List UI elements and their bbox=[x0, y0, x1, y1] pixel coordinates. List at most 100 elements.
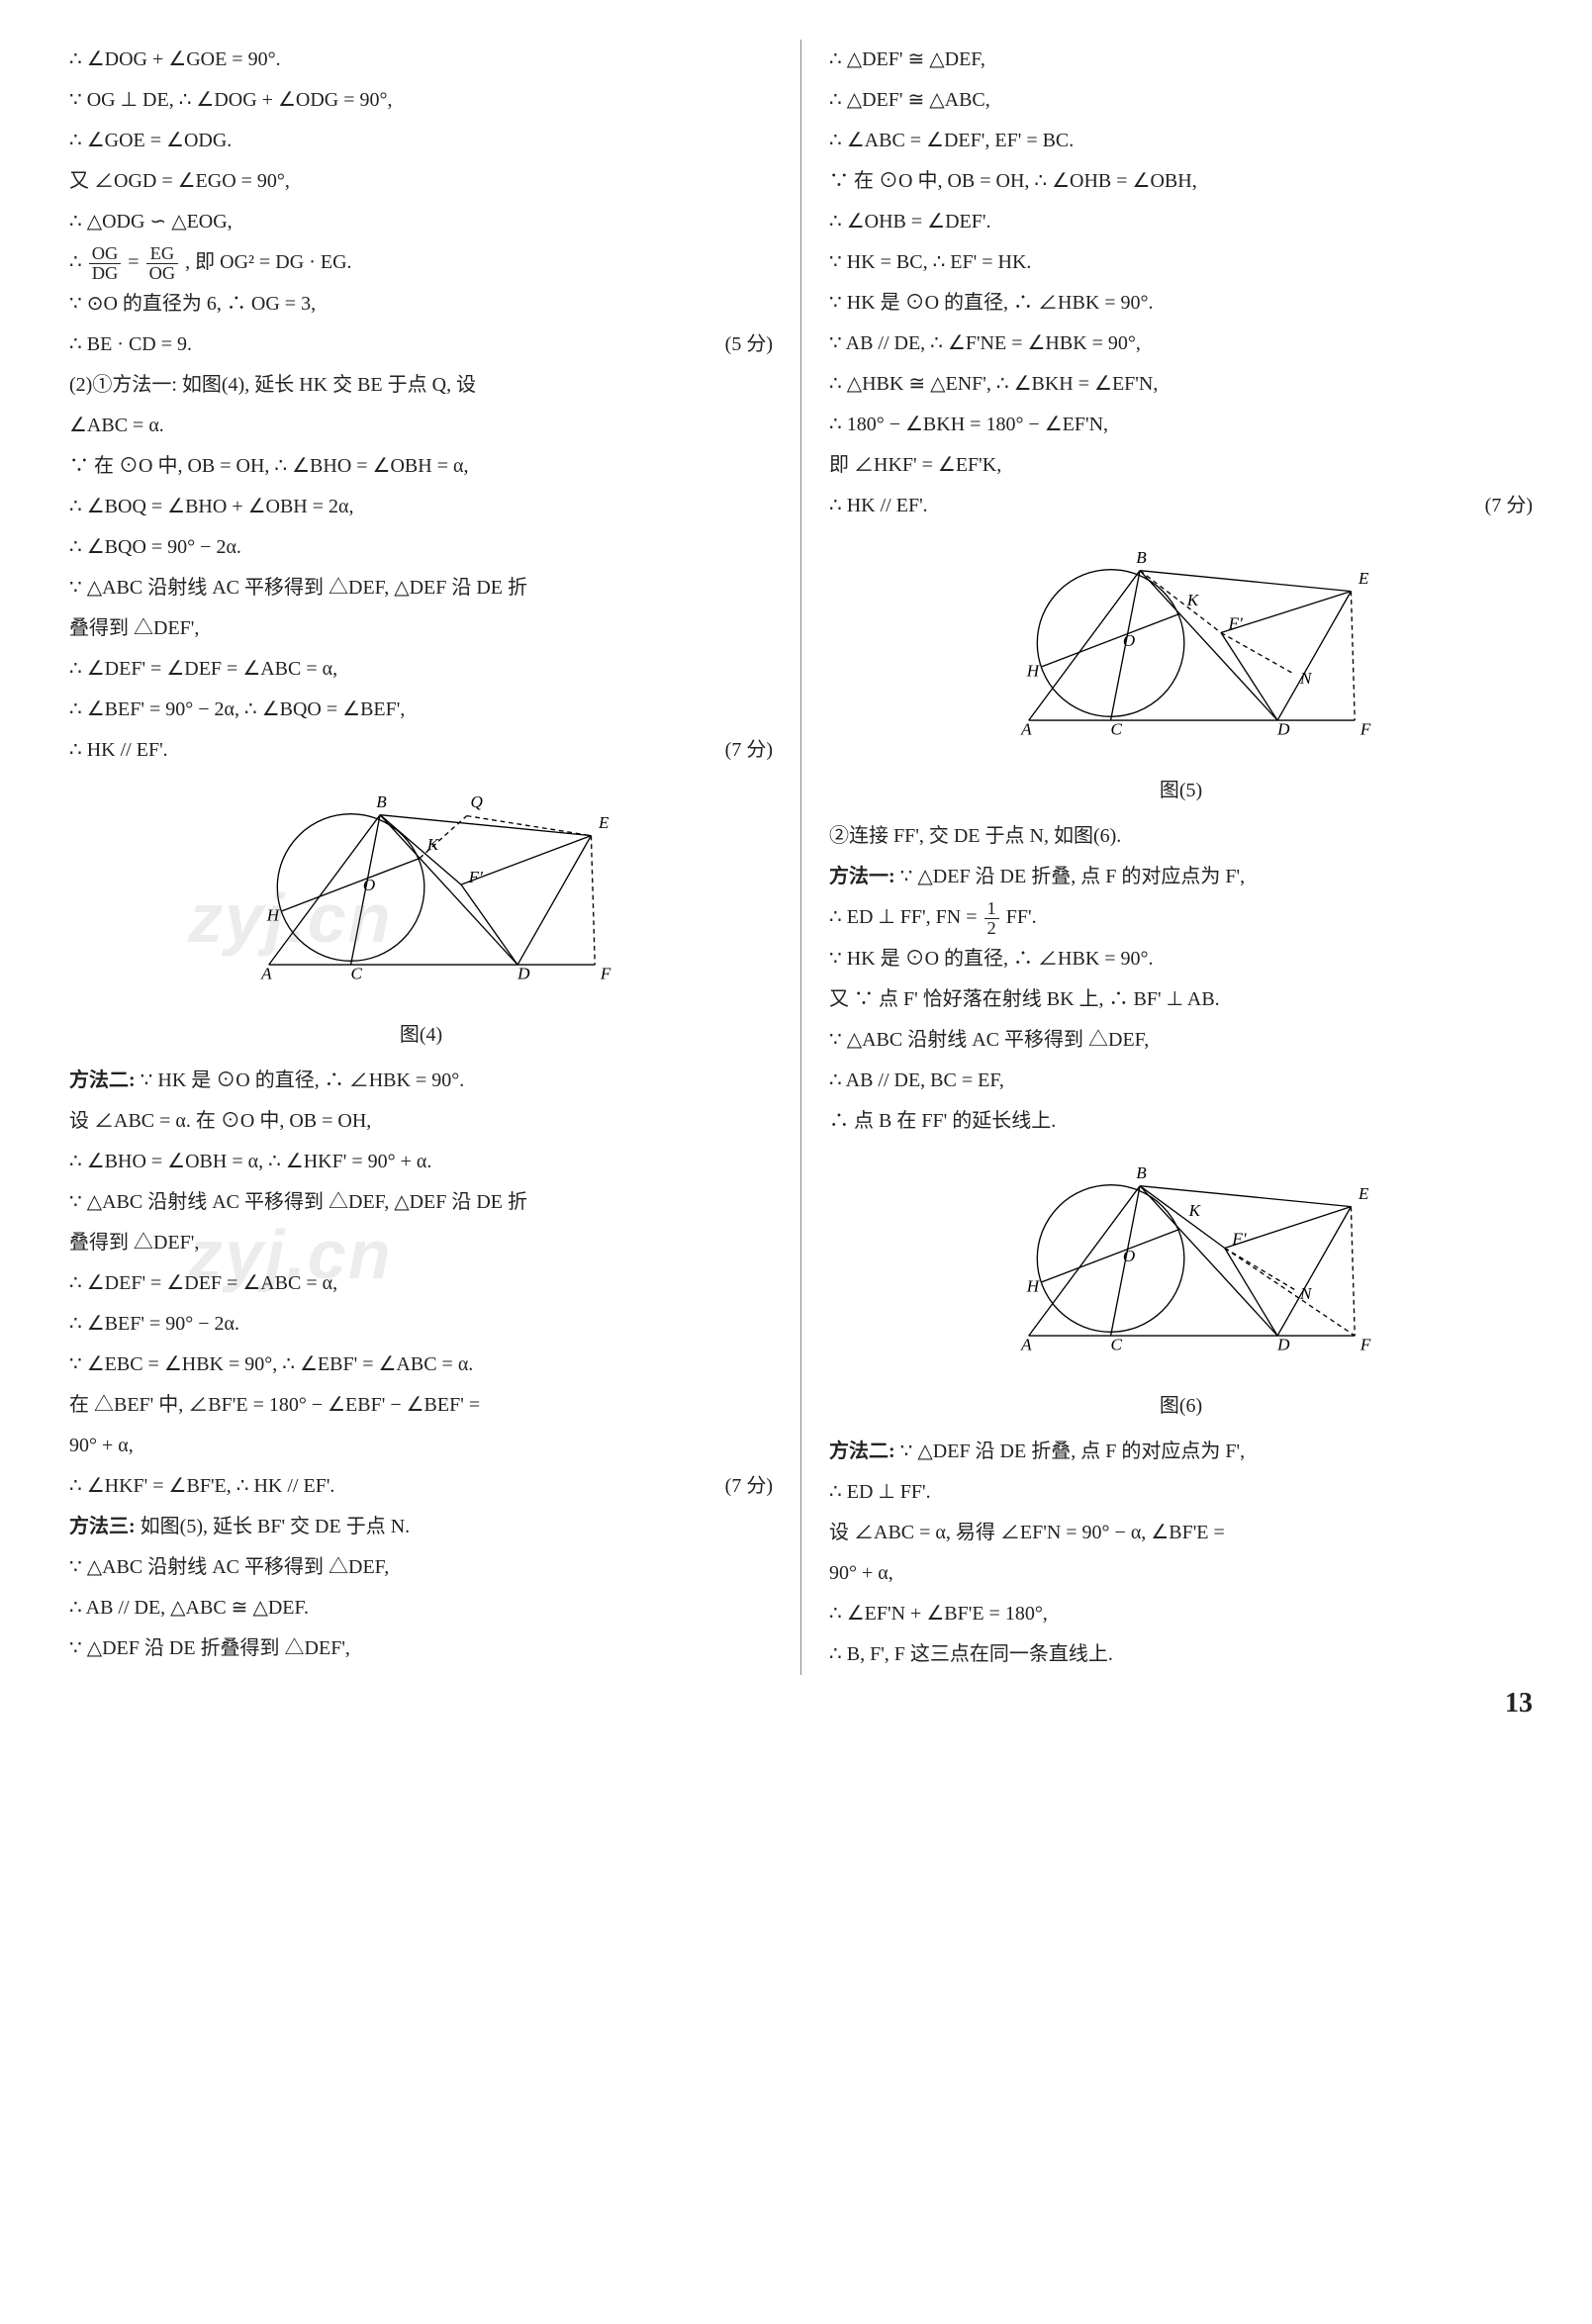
text-line: ∵ ∠EBC = ∠HBK = 90°, ∴ ∠EBF' = ∠ABC = α. bbox=[69, 1345, 773, 1385]
text-block: 方法二: ∵ HK 是 ⊙O 的直径, ∴ ∠HBK = 90°.设 ∠ABC … bbox=[69, 1061, 773, 1466]
text-line: ∴ ∠EF'N + ∠BF'E = 180°, bbox=[829, 1594, 1533, 1634]
text-line: ∵ 在 ⊙O 中, OB = OH, ∴ ∠BHO = ∠OBH = α, bbox=[69, 446, 773, 487]
text-line: ∵ △ABC 沿射线 AC 平移得到 △DEF, bbox=[69, 1547, 773, 1588]
text-line: ∵ HK 是 ⊙O 的直径, ∴ ∠HBK = 90°. bbox=[829, 939, 1533, 979]
svg-text:O: O bbox=[1122, 1247, 1134, 1265]
svg-text:K: K bbox=[1187, 1201, 1201, 1220]
text-line: ∴ △DEF' ≅ △DEF, bbox=[829, 40, 1533, 80]
denominator: 2 bbox=[984, 919, 999, 938]
text-line: ∵ OG ⊥ DE, ∴ ∠DOG + ∠ODG = 90°, bbox=[69, 80, 773, 121]
page: zyj.cn zyj.cn ∴ ∠DOG + ∠GOE = 90°.∵ OG ⊥… bbox=[69, 40, 1533, 1675]
text-line: 又 ∵ 点 F' 恰好落在射线 BK 上, ∴ BF' ⊥ AB. bbox=[829, 979, 1533, 1020]
svg-text:N: N bbox=[1299, 669, 1313, 688]
figure-caption: 图(5) bbox=[829, 772, 1533, 810]
svg-text:A: A bbox=[1020, 1336, 1032, 1354]
figure-caption: 图(6) bbox=[829, 1387, 1533, 1426]
text-line: ∵ △ABC 沿射线 AC 平移得到 △DEF, △DEF 沿 DE 折 bbox=[69, 568, 773, 608]
txt: ∴ ED ⊥ FF', FN = bbox=[829, 906, 983, 928]
svg-text:F': F' bbox=[1227, 614, 1242, 633]
numerator: 1 bbox=[984, 899, 999, 919]
text-line: ∴ △DEF' ≅ △ABC, bbox=[829, 80, 1533, 121]
text-block: (2)①方法一: 如图(4), 延长 HK 交 BE 于点 Q, 设∠ABC =… bbox=[69, 365, 773, 730]
svg-text:E: E bbox=[1358, 1184, 1369, 1203]
svg-text:F: F bbox=[1358, 719, 1370, 738]
text-line: 在 △BEF' 中, ∠BF'E = 180° − ∠EBF' − ∠BEF' … bbox=[69, 1385, 773, 1426]
numerator: OG bbox=[89, 244, 122, 264]
svg-text:Q: Q bbox=[470, 792, 483, 811]
score-line: ∴ HK // EF'. (7 分) bbox=[69, 730, 773, 771]
method-line: 方法二: ∵ △DEF 沿 DE 折叠, 点 F 的对应点为 F', bbox=[829, 1432, 1533, 1472]
text-line: (2)①方法一: 如图(4), 延长 HK 交 BE 于点 Q, 设 bbox=[69, 365, 773, 406]
svg-text:F: F bbox=[1358, 1336, 1370, 1354]
fraction: 1 2 bbox=[984, 899, 999, 939]
score: (7 分) bbox=[725, 731, 773, 770]
method-label: 方法一: bbox=[829, 866, 895, 887]
text-line: 设 ∠ABC = α, 易得 ∠EF'N = 90° − α, ∠BF'E = bbox=[829, 1513, 1533, 1553]
text-line: ∴ ∠GOE = ∠ODG. bbox=[69, 121, 773, 161]
text-line: ∵ △DEF 沿 DE 折叠得到 △DEF', bbox=[69, 1628, 773, 1669]
text-block: ∴ ED ⊥ FF'.设 ∠ABC = α, 易得 ∠EF'N = 90° − … bbox=[829, 1472, 1533, 1675]
geometry-diagram: ACBHOKQF'DFE bbox=[224, 779, 619, 996]
svg-text:H: H bbox=[1025, 661, 1040, 680]
denominator: OG bbox=[146, 264, 179, 283]
svg-text:H: H bbox=[1025, 1277, 1040, 1296]
txt: ∴ BE · CD = 9. bbox=[69, 333, 192, 355]
text-line: 叠得到 △DEF', bbox=[69, 1223, 773, 1263]
svg-text:F: F bbox=[599, 965, 610, 983]
text-line: ∵ △ABC 沿射线 AC 平移得到 △DEF, bbox=[829, 1020, 1533, 1061]
figure-6: ACBHOKF'DFEN bbox=[829, 1150, 1533, 1367]
txt: ∴ HK // EF'. bbox=[69, 739, 168, 761]
geometry-diagram: ACBHOKF'DFEN bbox=[983, 1150, 1379, 1367]
text-line: ∵ ⊙O 的直径为 6, ∴ OG = 3, bbox=[69, 284, 773, 325]
text-line: 方法三: 如图(5), 延长 BF' 交 DE 于点 N. bbox=[69, 1507, 773, 1547]
score-line: ∴ HK // EF'. (7 分) bbox=[829, 486, 1533, 526]
text-block: ∵ HK 是 ⊙O 的直径, ∴ ∠HBK = 90°.又 ∵ 点 F' 恰好落… bbox=[829, 939, 1533, 1142]
text-block: ②连接 FF', 交 DE 于点 N, 如图(6). bbox=[829, 816, 1533, 857]
text-line: ∴ ∠BOQ = ∠BHO + ∠OBH = 2α, bbox=[69, 487, 773, 527]
text-line: ∴ AB // DE, BC = EF, bbox=[829, 1061, 1533, 1101]
svg-text:K: K bbox=[1185, 591, 1199, 609]
svg-text:H: H bbox=[265, 906, 280, 925]
text-line: ∴ ∠BEF' = 90° − 2α, ∴ ∠BQO = ∠BEF', bbox=[69, 690, 773, 730]
method-label: 方法二: bbox=[829, 1441, 895, 1462]
svg-text:A: A bbox=[260, 965, 272, 983]
method-line: 方法一: ∵ △DEF 沿 DE 折叠, 点 F 的对应点为 F', bbox=[829, 857, 1533, 897]
right-column: ∴ △DEF' ≅ △DEF,∴ △DEF' ≅ △ABC,∴ ∠ABC = ∠… bbox=[801, 40, 1533, 1675]
text-line: 方法二: ∵ HK 是 ⊙O 的直径, ∴ ∠HBK = 90°. bbox=[69, 1061, 773, 1101]
txt: = bbox=[128, 251, 143, 273]
fraction-line: ∴ OG DG = EG OG , 即 OG² = DG · EG. bbox=[69, 242, 773, 284]
text-line: 90° + α, bbox=[829, 1553, 1533, 1594]
figure-4: ACBHOKQF'DFE bbox=[69, 779, 773, 996]
score-line: ∴ BE · CD = 9. (5 分) bbox=[69, 325, 773, 365]
svg-text:C: C bbox=[350, 965, 362, 983]
svg-text:D: D bbox=[516, 965, 530, 983]
svg-text:F': F' bbox=[1231, 1230, 1246, 1249]
text-line: ∵ △ABC 沿射线 AC 平移得到 △DEF, △DEF 沿 DE 折 bbox=[69, 1182, 773, 1223]
text-line: ∵ 在 ⊙O 中, OB = OH, ∴ ∠OHB = ∠OBH, bbox=[829, 161, 1533, 202]
text-line: ∴ ∠BHO = ∠OBH = α, ∴ ∠HKF' = 90° + α. bbox=[69, 1142, 773, 1182]
text-line: ∴ ∠DOG + ∠GOE = 90°. bbox=[69, 40, 773, 80]
svg-text:O: O bbox=[362, 876, 374, 894]
score: (7 分) bbox=[725, 1467, 773, 1506]
svg-text:K: K bbox=[425, 835, 439, 854]
txt: , 即 OG² = DG · EG. bbox=[185, 251, 351, 273]
text-line: ∴ ∠DEF' = ∠DEF = ∠ABC = α, bbox=[69, 649, 773, 690]
txt: 如图(5), 延长 BF' 交 DE 于点 N. bbox=[136, 1516, 411, 1537]
text-line: ∴ ∠OHB = ∠DEF'. bbox=[829, 202, 1533, 242]
fraction-line: ∴ ED ⊥ FF', FN = 1 2 FF'. bbox=[829, 897, 1533, 939]
svg-text:F': F' bbox=[467, 868, 482, 886]
text-line: ∴ ∠BEF' = 90° − 2α. bbox=[69, 1304, 773, 1345]
text-line: ∴ △ODG ∽ △EOG, bbox=[69, 202, 773, 242]
txt: ∵ HK 是 ⊙O 的直径, ∴ ∠HBK = 90°. bbox=[136, 1069, 465, 1091]
page-number: 13 bbox=[1505, 1677, 1533, 1731]
svg-text:B: B bbox=[376, 792, 387, 811]
text-block: ∴ ∠DOG + ∠GOE = 90°.∵ OG ⊥ DE, ∴ ∠DOG + … bbox=[69, 40, 773, 242]
figure-5: ACBHOKF'DFEN bbox=[829, 534, 1533, 752]
svg-text:O: O bbox=[1122, 631, 1134, 650]
svg-text:C: C bbox=[1110, 719, 1122, 738]
svg-text:A: A bbox=[1020, 719, 1032, 738]
score-line: ∴ ∠HKF' = ∠BF'E, ∴ HK // EF'. (7 分) bbox=[69, 1466, 773, 1507]
text-line: ∠ABC = α. bbox=[69, 406, 773, 446]
score: (7 分) bbox=[1485, 487, 1533, 525]
text-line: ∵ HK 是 ⊙O 的直径, ∴ ∠HBK = 90°. bbox=[829, 283, 1533, 324]
